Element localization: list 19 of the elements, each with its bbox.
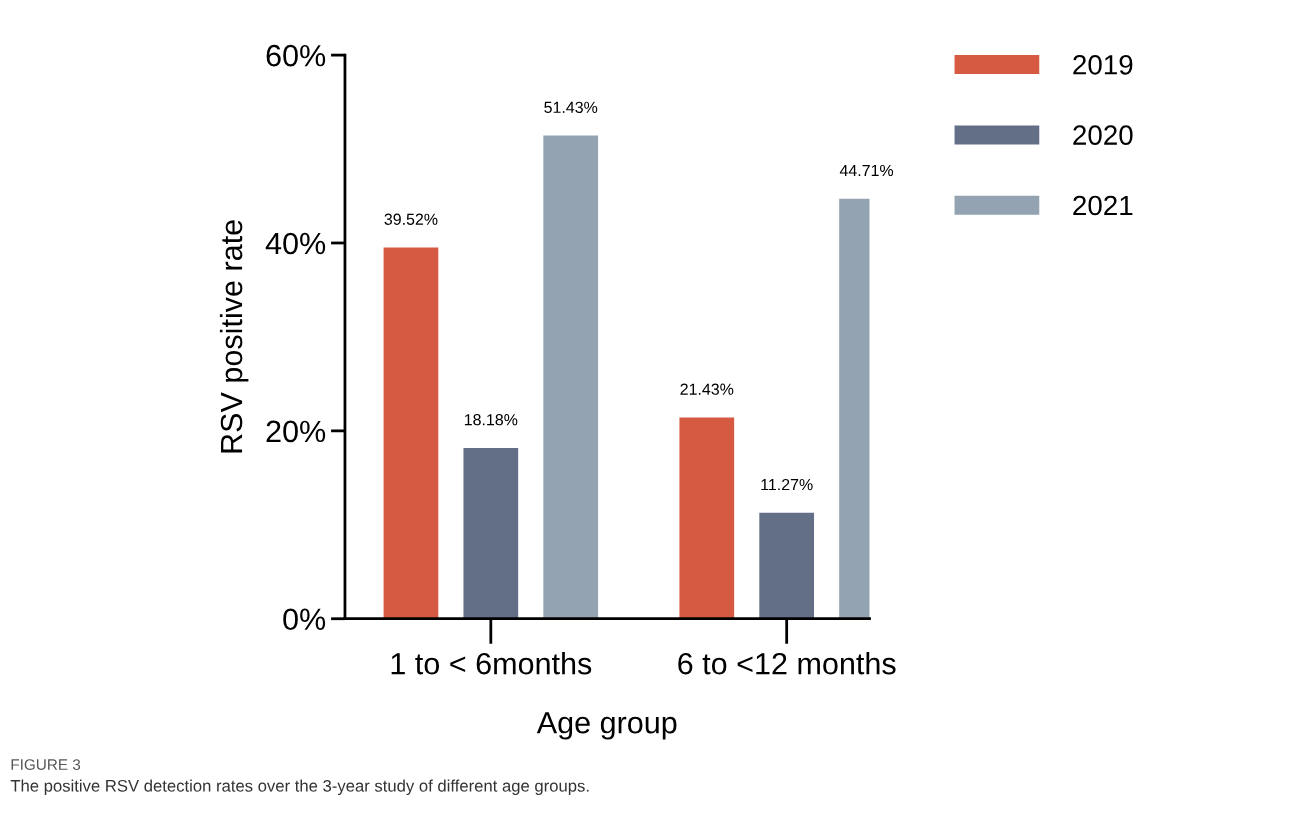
y-axis-title: RSV positive rate: [219, 220, 249, 453]
legend-label: 2021: [1073, 195, 1133, 216]
y-tick-label: 0%: [283, 608, 326, 631]
x-axis-title: Age group: [536, 712, 677, 740]
caption: FIGURE 3: [11, 759, 81, 771]
text: The positive RSV detection rates over the 3-year study of different age groups.: [10, 779, 589, 796]
data-label: 39.52%: [384, 213, 438, 225]
data-label: 11.27%: [761, 478, 813, 491]
y-tick-label: 40%: [265, 232, 326, 255]
data-label: 44.71%: [839, 164, 894, 177]
y-tick-label: 20%: [266, 420, 326, 443]
y-tick-label: 60%: [266, 44, 326, 67]
x-tick-label: 1 to < 6months: [391, 652, 592, 675]
legend-label: 2019: [1073, 54, 1133, 75]
data-label: 51.43%: [544, 101, 598, 114]
data-label: 21.43%: [680, 383, 734, 395]
data-label: 18.18%: [464, 414, 518, 426]
legend-label: 2020: [1073, 125, 1133, 145]
x-tick-label: 6 to <12 months: [678, 652, 896, 675]
